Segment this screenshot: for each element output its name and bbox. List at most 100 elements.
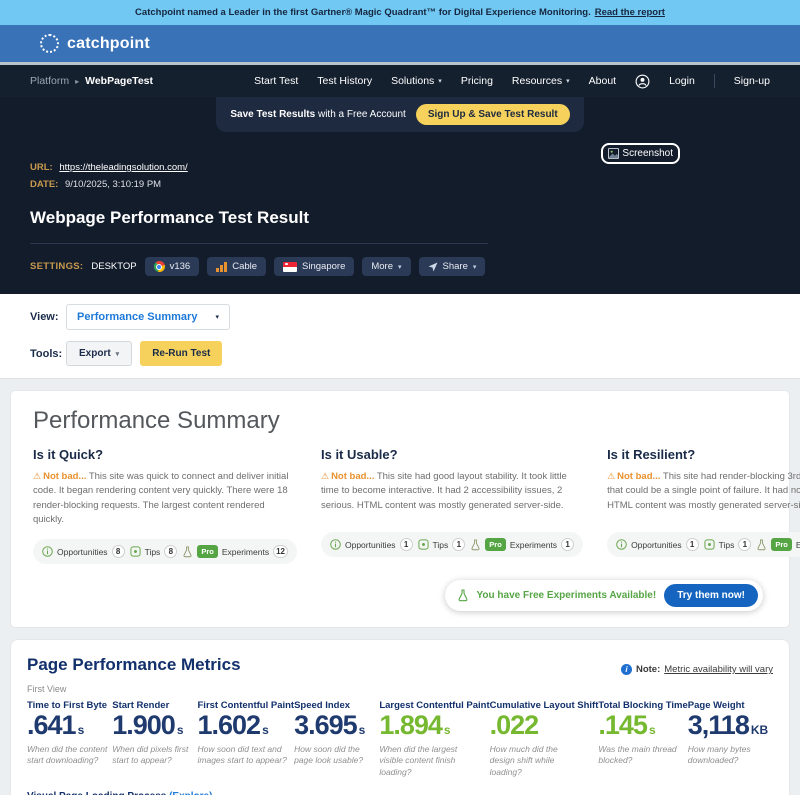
browser-badge[interactable]: v136 — [144, 257, 200, 276]
metric-unit: s — [262, 723, 269, 737]
nav-item-login[interactable]: Login — [669, 75, 695, 87]
save-results-text: Save Test Results with a Free Account — [230, 109, 405, 120]
tips-pill[interactable]: Tips 8 — [129, 545, 178, 558]
pro-badge: Pro — [771, 538, 792, 551]
flask-icon — [757, 539, 766, 550]
quick-description: This site was quick to connect and deliv… — [33, 471, 289, 525]
opportunities-count: 1 — [685, 538, 699, 551]
tools-row: Tools: Export ▾ Re-Run Test — [30, 341, 770, 366]
nav-item-pricing[interactable]: Pricing — [460, 75, 493, 87]
metric-label: Speed Index — [294, 700, 351, 711]
warning-icon: ⚠ — [33, 471, 42, 481]
more-label: More — [371, 261, 394, 272]
tips-pill[interactable]: Tips 1 — [417, 538, 466, 551]
breadcrumb-product[interactable]: WebPageTest — [85, 75, 153, 87]
quick-heading: Is it Quick? — [33, 447, 104, 462]
explore-link[interactable]: (Explore) — [169, 791, 212, 795]
resilient-heading: Is it Resilient? — [607, 447, 696, 462]
tips-count: 8 — [164, 545, 178, 558]
product-nav: Platform ▸ WebPageTest Start Test Test H… — [0, 65, 800, 97]
export-label: Export — [79, 348, 111, 359]
screenshot-thumbnail[interactable]: Screenshot — [601, 143, 680, 164]
export-button[interactable]: Export ▾ — [66, 341, 133, 366]
nav-item-start-test[interactable]: Start Test — [254, 75, 299, 87]
metric-label: First Contentful Paint — [197, 700, 295, 711]
nav-item-about[interactable]: About — [588, 75, 617, 87]
metric: Cumulative Layout Shift .022 How much di… — [490, 700, 599, 778]
view-select-value: Performance Summary — [77, 311, 198, 323]
experiments-pill[interactable]: Pro Experiments 1 — [470, 538, 575, 551]
metric-label: Total Blocking Time — [598, 700, 688, 711]
metric-description: How soon did the page look usable? — [294, 743, 364, 766]
experiments-label: Experiments — [509, 539, 558, 550]
usable-heading: Is it Usable? — [320, 447, 398, 462]
signup-save-button[interactable]: Sign Up & Save Test Result — [415, 104, 570, 125]
share-badge[interactable]: Share ▾ — [418, 257, 486, 276]
experiments-pill[interactable]: Pro Experiments 5 — [756, 538, 800, 551]
opportunities-icon — [616, 539, 627, 550]
opportunities-pill[interactable]: Opportunities 8 — [42, 545, 125, 558]
save-results-rest: with a Free Account — [317, 109, 406, 120]
metric-unit: KB — [750, 723, 769, 737]
view-label: View: — [30, 311, 59, 323]
metrics-header: Page Performance Metrics i Note: Metric … — [27, 655, 773, 675]
metric-description: When did the content start downloading? — [27, 743, 108, 766]
quick-text: ⚠ Not bad... This site was quick to conne… — [33, 470, 297, 527]
opportunities-label: Opportunities — [631, 539, 682, 550]
chevron-down-icon: ▾ — [566, 78, 570, 85]
connection-label: Cable — [232, 261, 258, 272]
resilient-verdict: Not bad... — [617, 471, 661, 482]
metric-description: When did the largest visible content fin… — [379, 743, 458, 777]
metrics-title: Page Performance Metrics — [27, 655, 241, 674]
usable-description: This site had good layout stability. It … — [320, 471, 567, 511]
flask-icon — [471, 539, 480, 550]
more-badge[interactable]: More ▾ — [362, 257, 411, 276]
metric-label: Largest Contentful Paint — [379, 700, 490, 711]
location-badge[interactable]: Singapore — [274, 257, 355, 276]
opportunities-count: 8 — [111, 545, 125, 558]
tools-label: Tools: — [30, 347, 63, 360]
experiments-pill[interactable]: Pro Experiments 12 — [182, 545, 288, 558]
tested-url-link[interactable]: https://theleadingsolution.com/ — [59, 162, 188, 173]
test-result-hero: Save Test Results with a Free Account Si… — [0, 97, 800, 294]
visual-loading-heading: Visual Page Loading Process (Explore) — [27, 791, 773, 795]
metric-unit: s — [648, 723, 656, 737]
metric-unit: s — [77, 723, 85, 737]
nav-item-solutions[interactable]: Solutions ▾ — [391, 75, 442, 87]
tips-icon — [417, 539, 429, 550]
resilient-pillbar: Opportunities 1 Tips 1 Pro Experiments 5 — [607, 532, 800, 557]
nav-item-resources[interactable]: Resources ▾ — [512, 75, 570, 87]
usable-verdict: Not bad... — [331, 471, 375, 482]
rerun-test-button[interactable]: Re-Run Test — [140, 341, 223, 366]
note-link[interactable]: Metric availability will vary — [664, 664, 773, 675]
breadcrumb: Platform ▸ WebPageTest — [30, 75, 153, 87]
tips-label: Tips — [432, 539, 449, 550]
view-select[interactable]: Performance Summary ▾ — [66, 304, 230, 330]
tips-pill[interactable]: Tips 1 — [704, 538, 752, 551]
chevron-down-icon: ▾ — [398, 263, 402, 271]
settings-device: DESKTOP — [91, 261, 137, 272]
tips-icon — [129, 546, 141, 557]
nav-item-signup[interactable]: Sign-up — [733, 75, 770, 87]
breadcrumb-platform[interactable]: Platform — [30, 75, 70, 87]
account-icon[interactable] — [635, 74, 650, 89]
nav-item-test-history[interactable]: Test History — [317, 75, 373, 87]
test-info: URL: https://theleadingsolution.com/ DAT… — [0, 132, 800, 190]
screenshot-alt-text: Screenshot — [622, 148, 673, 159]
opportunities-pill[interactable]: Opportunities 1 — [616, 538, 699, 551]
share-icon — [428, 262, 438, 271]
catchpoint-logo[interactable]: catchpoint — [40, 34, 150, 53]
share-label: Share — [442, 261, 468, 272]
connection-badge[interactable]: Cable — [207, 257, 267, 276]
metric-label: Page Weight — [687, 700, 745, 711]
metric: Start Render 1.900 s When did pixels firs… — [112, 700, 197, 778]
try-them-now-button[interactable]: Try them now! — [664, 584, 758, 607]
date-line: DATE: 9/10/2025, 3:10:19 PM — [30, 179, 770, 190]
opportunities-pill[interactable]: Opportunities 1 — [330, 538, 413, 551]
info-icon: i — [620, 664, 632, 675]
opportunities-icon — [330, 539, 341, 550]
view-row: View: Performance Summary ▾ — [30, 304, 770, 330]
metric-value: 3.695 s — [294, 710, 366, 740]
controls-section: View: Performance Summary ▾ Tools: Expor… — [0, 294, 800, 379]
read-report-link[interactable]: Read the report — [594, 7, 665, 18]
